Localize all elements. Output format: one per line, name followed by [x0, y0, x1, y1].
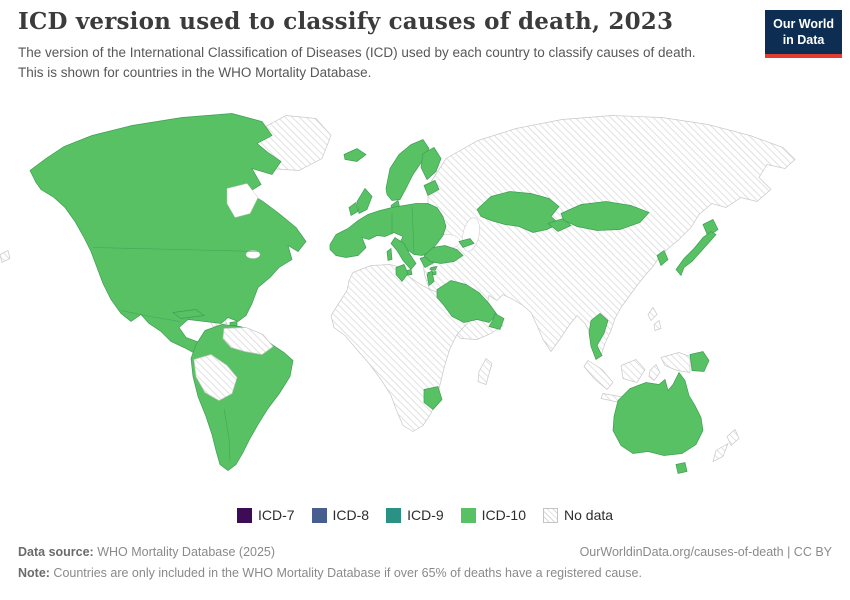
hudson-bay [226, 183, 259, 218]
nodata-regions [0, 115, 796, 463]
region-sardinia-icd10[interactable] [386, 247, 393, 261]
legend-swatch-icd10 [460, 507, 476, 523]
data-source: Data source: WHO Mortality Database (202… [18, 545, 275, 559]
legend-swatch-icd8 [311, 507, 327, 523]
region-borneo-nodata[interactable] [620, 359, 646, 383]
icd10-regions [29, 113, 719, 474]
legend-label-icd9: ICD-9 [407, 507, 444, 523]
region-mongolia-icd10[interactable] [560, 201, 650, 231]
region-saudi-arabia-icd10[interactable] [436, 280, 498, 323]
region-puerto-rico-icd10[interactable] [229, 321, 238, 326]
region-turkey-icd10[interactable] [423, 245, 464, 264]
region-thailand-icd10[interactable] [588, 313, 609, 361]
region-sumatra-nodata[interactable] [583, 360, 614, 390]
region-sulawesi-nodata[interactable] [648, 363, 661, 381]
region-botswana-icd10[interactable] [423, 386, 443, 410]
region-peru-bolivia-nodata[interactable] [193, 354, 238, 401]
region-united-kingdom-icd10[interactable] [356, 187, 373, 215]
region-ireland-icd10[interactable] [348, 201, 359, 217]
legend-label-icd8: ICD-8 [332, 507, 370, 523]
region-new-zealand-south-nodata[interactable] [712, 442, 729, 463]
region-north-america-icd10[interactable] [29, 113, 307, 368]
region-new-guinea-west-nodata[interactable] [660, 352, 691, 373]
region-australia-icd10[interactable] [612, 371, 704, 456]
region-tasmania-icd10[interactable] [675, 462, 688, 474]
legend-swatch-no-data [543, 507, 558, 523]
region-tunisia-icd10[interactable] [395, 264, 409, 283]
region-iceland-icd10[interactable] [343, 148, 367, 162]
chart-footer: Data source: WHO Mortality Database (202… [18, 545, 832, 580]
region-cyprus-icd10[interactable] [429, 266, 438, 271]
region-finland-icd10[interactable] [420, 147, 442, 181]
legend-label-no-data: No data [564, 507, 614, 523]
nodata-overlays [193, 327, 274, 401]
region-madagascar-nodata[interactable] [477, 357, 493, 385]
footer-note: Note: Countries are only included in the… [18, 566, 832, 580]
legend-item-icd8[interactable]: ICD-8 [311, 507, 370, 523]
legend-swatch-icd7 [236, 507, 252, 523]
legend-label-icd7: ICD-7 [257, 507, 295, 523]
region-chukotka-fragment-nodata[interactable] [0, 249, 11, 264]
region-japan-hokkaido-icd10[interactable] [702, 219, 719, 238]
region-oman-icd10[interactable] [488, 312, 505, 330]
note-value: Countries are only included in the WHO M… [49, 566, 642, 580]
note-label: Note: [18, 566, 50, 580]
chart-header: ICD version used to classify causes of d… [18, 8, 758, 84]
legend-item-icd10[interactable]: ICD-10 [460, 507, 526, 523]
region-south-korea-icd10[interactable] [656, 249, 669, 267]
chart-subtitle: The version of the International Classif… [18, 45, 696, 81]
legend-item-icd9[interactable]: ICD-9 [386, 507, 444, 523]
great-lakes [245, 250, 261, 259]
legend-item-icd7[interactable]: ICD-7 [236, 507, 295, 523]
region-venezuela-guyanas-nodata[interactable] [222, 327, 274, 355]
region-papua-new-guinea-icd10[interactable] [689, 351, 710, 372]
owid-logo-line1: Our World [773, 17, 834, 31]
world-map-svg [0, 113, 796, 474]
chart-title: ICD version used to classify causes of d… [18, 8, 674, 35]
map-legend: ICD-7 ICD-8 ICD-9 ICD-10 No data [0, 507, 850, 523]
region-georgia-icd10[interactable] [458, 238, 475, 248]
region-europe-mainland-icd10[interactable] [329, 203, 447, 258]
data-source-label: Data source: [18, 545, 94, 559]
legend-swatch-icd9 [386, 507, 402, 523]
region-israel-icd10[interactable] [426, 269, 435, 287]
region-philippines-south-nodata[interactable] [653, 319, 662, 331]
region-cuba-icd10[interactable] [172, 309, 205, 319]
country-borders [92, 206, 415, 461]
region-philippines-north-nodata[interactable] [647, 306, 658, 322]
owid-logo-line2: in Data [782, 32, 825, 47]
legend-item-no-data[interactable]: No data [543, 507, 613, 523]
owid-logo[interactable]: Our World in Data [765, 10, 842, 59]
world-map [0, 106, 850, 501]
data-source-value: WHO Mortality Database (2025) [93, 545, 276, 559]
region-baltics-icd10[interactable] [423, 180, 440, 196]
region-japan-honshu-icd10[interactable] [675, 231, 717, 277]
legend-label-icd10: ICD-10 [481, 507, 526, 523]
region-kyrgyzstan-icd10[interactable] [547, 218, 572, 232]
owid-url-link[interactable]: OurWorldinData.org/causes-of-death | CC … [579, 545, 832, 559]
region-new-zealand-north-nodata[interactable] [726, 428, 740, 447]
